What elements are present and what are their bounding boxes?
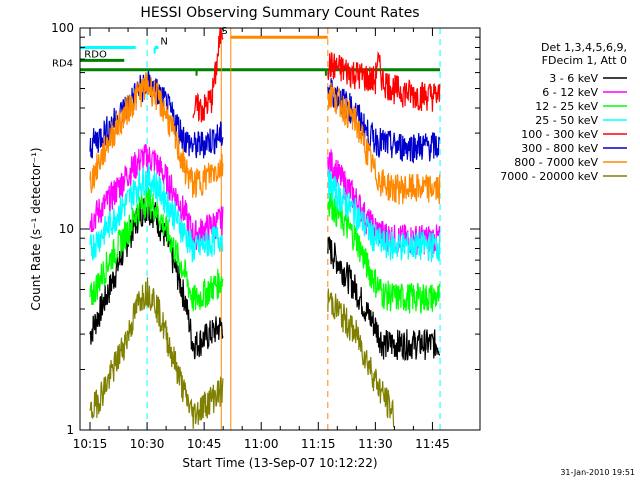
flag-label-n: N — [160, 36, 167, 47]
legend-label: 7000 - 20000 keV — [500, 170, 598, 183]
y-tick-label: 10 — [59, 222, 74, 236]
legend-label: 3 - 6 keV — [549, 72, 598, 85]
legend-header-2: FDecim 1, Att 0 — [542, 54, 627, 67]
flag-label-rdo: RDO — [84, 49, 107, 60]
x-tick-label: 10:15 — [73, 437, 108, 451]
legend-label: 6 - 12 keV — [542, 86, 598, 99]
series-line — [89, 197, 441, 362]
flag-label-s: S — [221, 26, 227, 37]
y-tick-label: 1 — [66, 423, 74, 437]
y-axis-label: Count Rate (s⁻¹ detector⁻¹) — [29, 147, 43, 310]
y-tick-label: 100 — [51, 21, 74, 35]
series-line — [89, 277, 395, 429]
flag-label-rd4: RD4 — [52, 59, 73, 70]
x-tick-label: 11:15 — [301, 437, 336, 451]
legend-label: 300 - 800 keV — [521, 142, 598, 155]
series-line — [192, 27, 441, 123]
x-axis-label: Start Time (13-Sep-07 10:12:22) — [182, 456, 377, 470]
x-tick-label: 11:00 — [244, 437, 279, 451]
legend: Det 1,3,4,5,6,9, FDecim 1, Att 0 3 - 6 k… — [500, 41, 627, 183]
legend-header-1: Det 1,3,4,5,6,9, — [541, 41, 627, 54]
x-tick-label: 10:30 — [130, 437, 165, 451]
x-tick-label: 11:45 — [415, 437, 450, 451]
series-line — [89, 72, 441, 205]
x-tick-label: 11:30 — [358, 437, 393, 451]
chart-title: HESSI Observing Summary Count Rates — [140, 5, 419, 21]
timestamp: 31-Jan-2010 19:51 — [560, 468, 635, 477]
x-tick-label: 10:45 — [187, 437, 222, 451]
series-line — [89, 164, 441, 263]
series-line — [89, 187, 441, 314]
legend-label: 25 - 50 keV — [535, 114, 598, 127]
legend-label: 100 - 300 keV — [521, 128, 598, 141]
legend-label: 12 - 25 keV — [535, 100, 598, 113]
legend-label: 800 - 7000 keV — [514, 156, 598, 169]
